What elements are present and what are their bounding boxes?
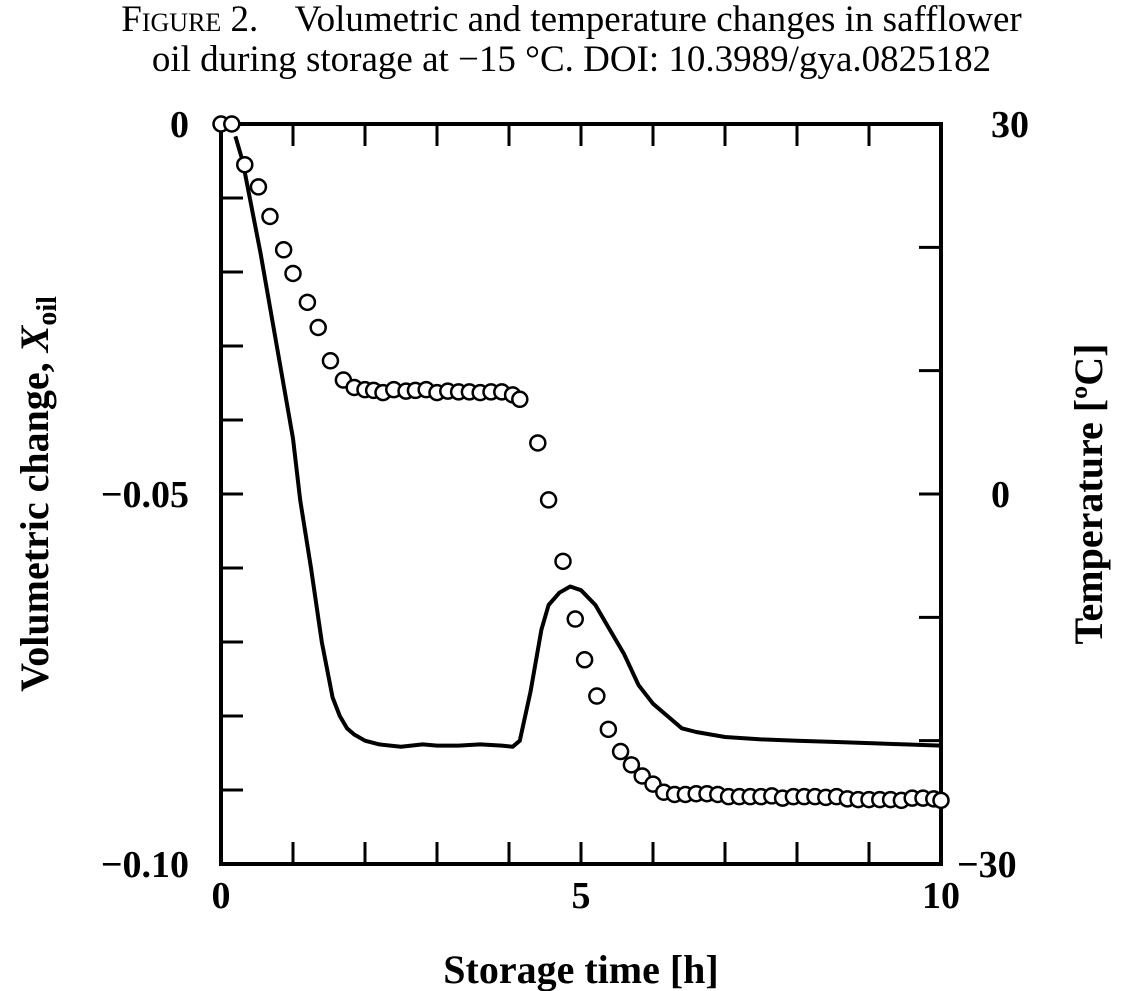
caption-line-2: oil during storage at −15 °C. DOI: 10.39… <box>151 39 992 80</box>
volumetric-data-point <box>575 651 594 669</box>
volumetric-data-point <box>223 115 241 133</box>
y-right-axis-title: Temperature [ºC] <box>1066 344 1111 645</box>
y-left-tick-label: −0.10 <box>101 844 189 886</box>
volumetric-data-point <box>511 390 529 409</box>
x-tick-label: 10 <box>922 875 960 917</box>
y-left-axis-title: Volumetric change, Xoil <box>12 296 63 692</box>
volumetric-data-point <box>321 352 340 370</box>
volumetric-data-point <box>539 491 558 509</box>
volumetric-data-point <box>554 552 572 571</box>
volumetric-data-point <box>309 318 327 337</box>
y-left-tick-label: −0.05 <box>101 474 189 516</box>
x-tick-label: 5 <box>572 875 591 917</box>
volumetric-data-point <box>588 687 606 705</box>
y-left-axis-title-text: Volumetric change, <box>12 352 57 692</box>
plot-frame <box>219 122 943 866</box>
y-left-axis-variable: X <box>12 324 57 354</box>
volumetric-data-point <box>249 178 268 196</box>
figure-caption: Figure 2. Volumetric and temperature cha… <box>0 0 1143 80</box>
volumetric-data-point <box>236 155 254 174</box>
temperature-series-line <box>233 135 942 749</box>
volumetric-data-point <box>298 293 317 312</box>
y-right-tick-label: 30 <box>991 104 1029 146</box>
caption-line-1: Figure 2. Volumetric and temperature cha… <box>0 0 1143 40</box>
volumetric-data-point <box>284 264 302 283</box>
volumetric-data-point <box>622 756 641 774</box>
volumetric-data-point <box>274 241 293 259</box>
volumetric-data-point <box>529 434 547 452</box>
y-left-tick-label: 0 <box>170 104 189 146</box>
x-axis-title: Storage time [h] <box>443 947 718 991</box>
caption-text-1: Volumetric and temperature changes in sa… <box>294 0 1022 40</box>
y-left-axis-subscript: oil <box>32 296 63 326</box>
volumetric-series-points <box>212 115 950 810</box>
y-right-tick-label: 0 <box>991 474 1010 516</box>
x-tick-label: 0 <box>212 875 231 917</box>
y-right-tick-label: −30 <box>957 844 1017 886</box>
volumetric-data-point <box>611 742 630 761</box>
volumetric-data-point <box>566 610 584 628</box>
volumetric-data-point <box>932 791 950 810</box>
figure-label: Figure 2. <box>121 0 259 40</box>
volumetric-data-point <box>599 720 618 739</box>
volumetric-data-point <box>261 207 279 226</box>
tick-labels: 0 5 10 0 −0.05 −0.10 30 0 −30 <box>101 104 1029 917</box>
axis-ticks <box>219 122 943 866</box>
